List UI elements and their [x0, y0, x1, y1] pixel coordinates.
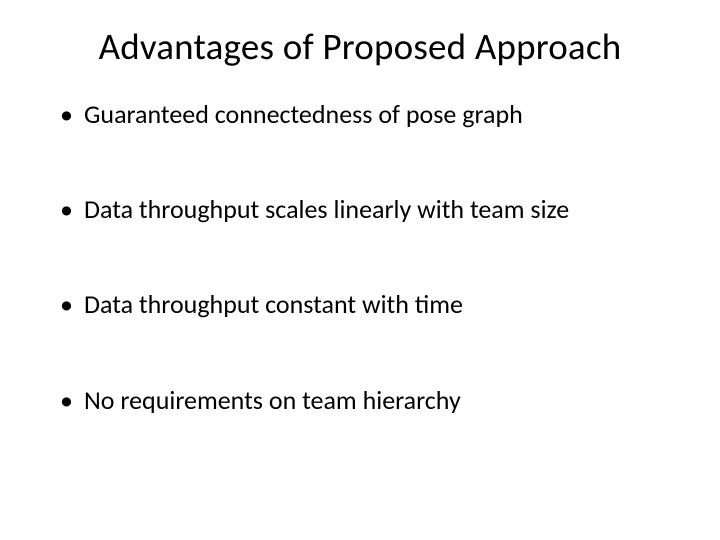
slide-title: Advantages of Proposed Approach	[40, 24, 680, 69]
bullet-item: Guaranteed connectedness of pose graph	[60, 99, 680, 130]
bullet-item: Data throughput constant with time	[60, 289, 680, 320]
bullet-list: Guaranteed connectedness of pose graph D…	[40, 99, 680, 416]
bullet-item: No requirements on team hierarchy	[60, 385, 680, 416]
bullet-item: Data throughput scales linearly with tea…	[60, 194, 680, 225]
slide: Advantages of Proposed Approach Guarante…	[0, 0, 720, 540]
